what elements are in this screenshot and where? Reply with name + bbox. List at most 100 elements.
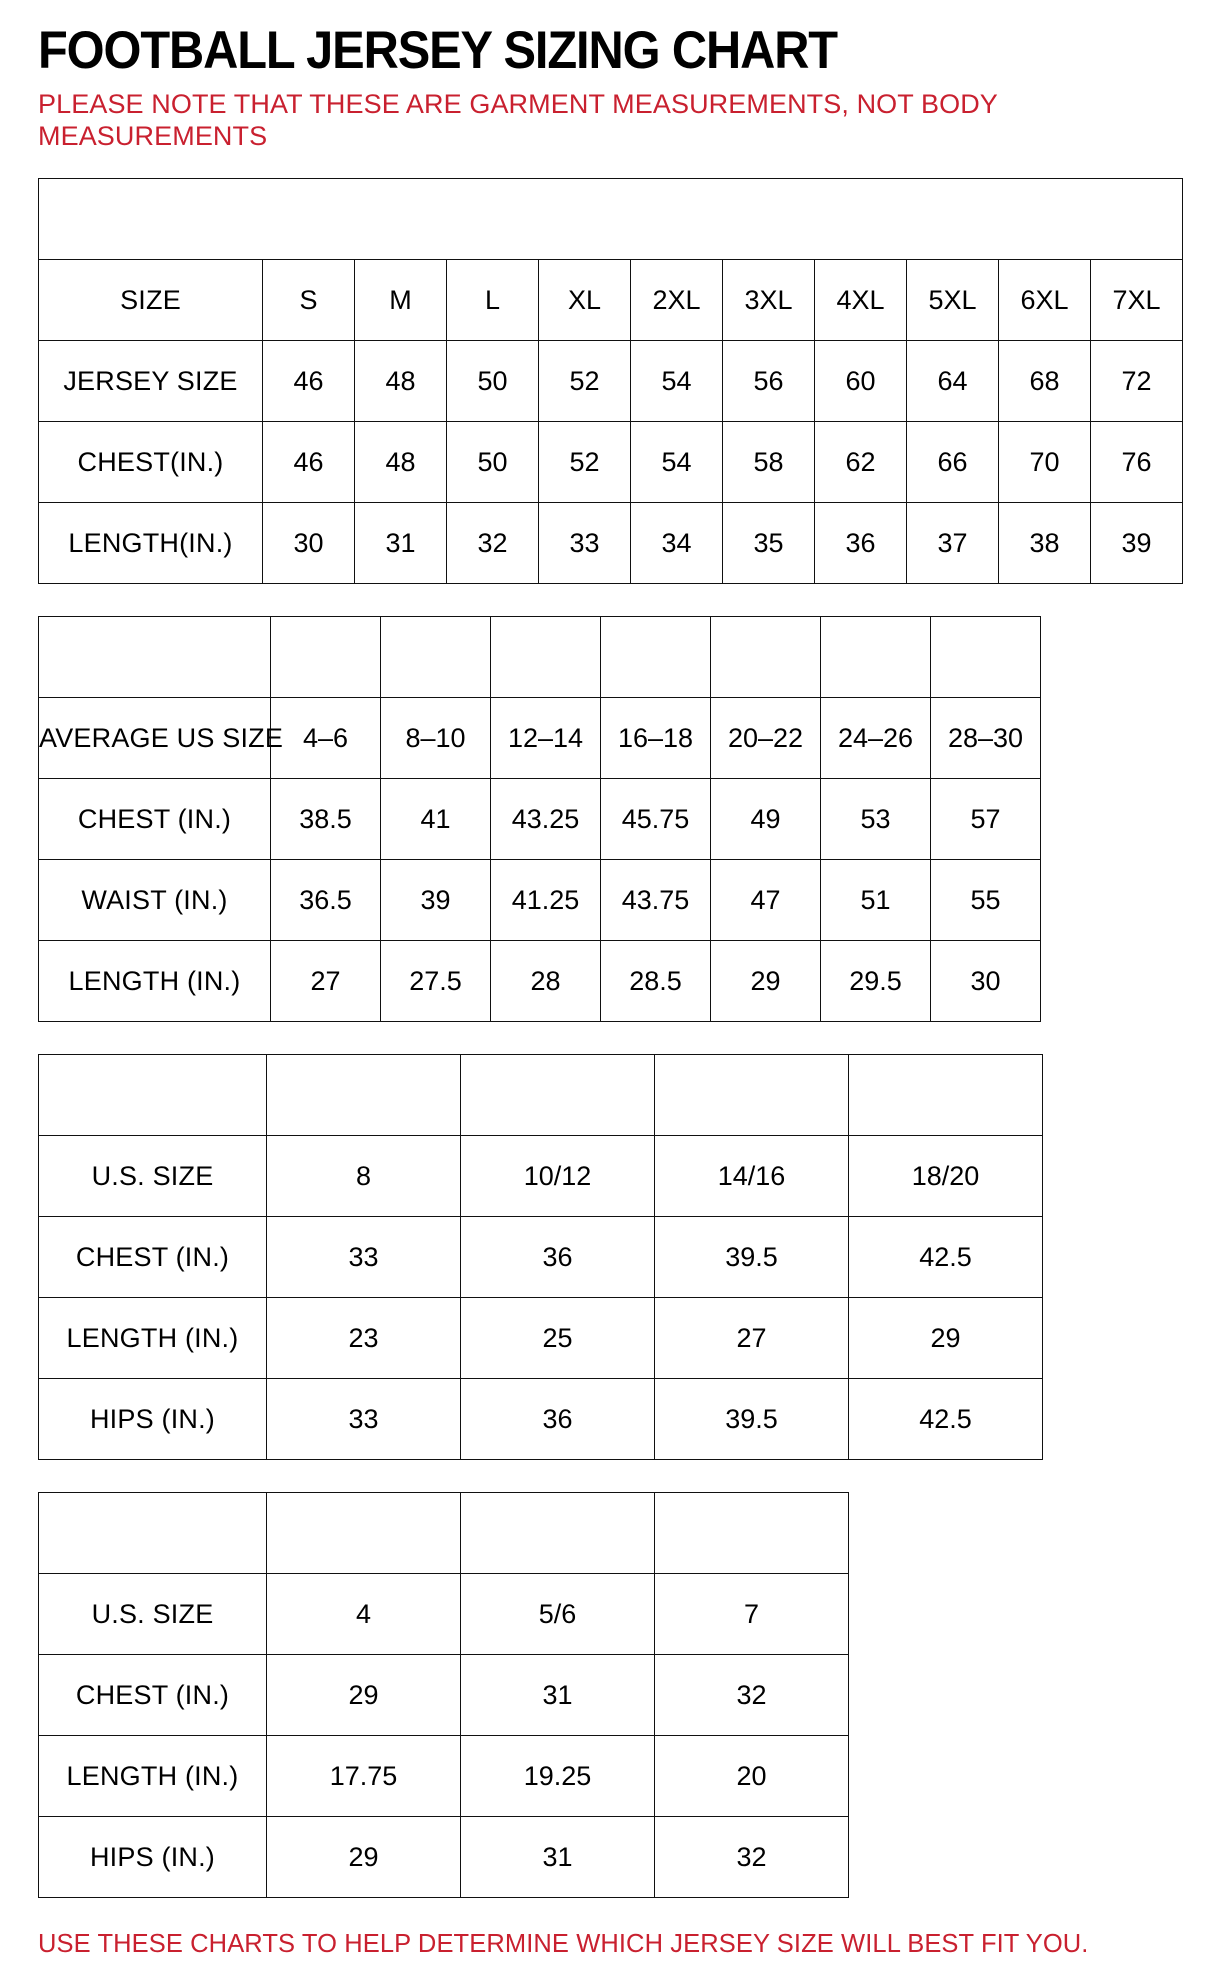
- cell: 12–14: [490, 697, 601, 779]
- row-label: U.S. SIZE: [38, 1135, 267, 1217]
- womens-col-header: XL: [600, 616, 711, 698]
- cell: 20: [654, 1735, 849, 1817]
- cell: 51: [820, 859, 931, 941]
- cell: 49: [710, 778, 821, 860]
- womens-col-header: M: [380, 616, 491, 698]
- cell: 27: [270, 940, 381, 1022]
- cell: 46: [262, 421, 355, 503]
- page-title: FOOTBALL JERSEY SIZING CHART: [38, 21, 838, 80]
- cell: 38: [998, 502, 1091, 584]
- cell: 4: [266, 1573, 461, 1655]
- cell: 39: [380, 859, 491, 941]
- row-label: JERSEY SIZE: [38, 340, 263, 422]
- cell: 42.5: [848, 1216, 1043, 1298]
- cell: 30: [930, 940, 1041, 1022]
- cell: 50: [446, 340, 539, 422]
- row-label: U.S. SIZE: [38, 1573, 267, 1655]
- cell: 19.25: [460, 1735, 655, 1817]
- boys-sizing-table: BOYS YTH S YTH M YTH L YTH XL U.S. SIZE …: [38, 1054, 1043, 1460]
- table-row: HIPS (IN.) 33 36 39.5 42.5: [38, 1378, 1043, 1460]
- row-label: LENGTH(IN.): [38, 502, 263, 584]
- cell: 39.5: [654, 1378, 849, 1460]
- cell: 35: [722, 502, 815, 584]
- cell: 43.25: [490, 778, 601, 860]
- womens-col-header: 2XL: [710, 616, 821, 698]
- womens-col-header: L: [490, 616, 601, 698]
- mens-col-header: L: [446, 259, 539, 341]
- cell: 28.5: [600, 940, 711, 1022]
- row-label: WAIST (IN.): [38, 859, 271, 941]
- cell: 47: [710, 859, 821, 941]
- cell: 32: [446, 502, 539, 584]
- row-label: AVERAGE US SIZE: [38, 697, 283, 779]
- womens-sizing-table: WOMEN’S S M L XL 2XL 3XL 4XL AVERAGE US …: [38, 616, 1041, 1022]
- cell: 5/6: [460, 1573, 655, 1655]
- cell: 55: [930, 859, 1041, 941]
- mens-col-header: 4XL: [814, 259, 907, 341]
- table-row: JERSEY SIZE 46 48 50 52 54 56 60 64 68 7…: [38, 340, 1184, 422]
- cell: 38.5: [270, 778, 381, 860]
- mens-col-header: 6XL: [998, 259, 1091, 341]
- cell: 18/20: [848, 1135, 1043, 1217]
- table-row: HIPS (IN.) 29 31 32: [38, 1816, 849, 1898]
- cell: 43.75: [600, 859, 711, 941]
- mens-col-header: M: [354, 259, 447, 341]
- cell: 4–6: [270, 697, 381, 779]
- cell: 10/12: [460, 1135, 655, 1217]
- mens-banner-row: MEN’S AUTHENTIC JERSEYS: [37, 178, 1184, 260]
- cell: 32: [654, 1816, 849, 1898]
- cell: 23: [266, 1297, 461, 1379]
- table-row: CHEST (IN.) 29 31 32: [38, 1654, 849, 1736]
- preschool-table-body: PRESCHOOL S M L U.S. SIZE 4 5/6 7 CHEST …: [38, 1492, 849, 1898]
- boys-table-body: BOYS YTH S YTH M YTH L YTH XL U.S. SIZE …: [38, 1054, 1043, 1460]
- cell: 53: [820, 778, 931, 860]
- preschool-col-header: M: [460, 1492, 655, 1574]
- row-label: HIPS (IN.): [38, 1378, 267, 1460]
- cell: 46: [262, 340, 355, 422]
- cell: 70: [998, 421, 1091, 503]
- cell: 41.25: [490, 859, 601, 941]
- mens-col-header: S: [262, 259, 355, 341]
- cell: 48: [354, 340, 447, 422]
- mens-col-header: XL: [538, 259, 631, 341]
- cell: 33: [266, 1216, 461, 1298]
- row-label: CHEST (IN.): [38, 1654, 267, 1736]
- cell: 68: [998, 340, 1091, 422]
- cell: 66: [906, 421, 999, 503]
- womens-col-header: S: [270, 616, 381, 698]
- cell: 42.5: [848, 1378, 1043, 1460]
- preschool-header-row: PRESCHOOL S M L: [38, 1492, 849, 1574]
- preschool-col-header: S: [266, 1492, 461, 1574]
- cell: 52: [538, 421, 631, 503]
- row-label: HIPS (IN.): [38, 1816, 267, 1898]
- table-row: LENGTH (IN.) 23 25 27 29: [38, 1297, 1043, 1379]
- cell: 45.75: [600, 778, 711, 860]
- cell: 20–22: [710, 697, 821, 779]
- cell: 30: [262, 502, 355, 584]
- cell: 27.5: [380, 940, 491, 1022]
- cell: 29: [266, 1816, 461, 1898]
- cell: 17.75: [266, 1735, 461, 1817]
- cell: 54: [630, 340, 723, 422]
- table-row: LENGTH(IN.) 30 31 32 33 34 35 36 37 38 3…: [38, 502, 1184, 584]
- cell: 25: [460, 1297, 655, 1379]
- table-row: LENGTH (IN.) 17.75 19.25 20: [38, 1735, 849, 1817]
- cell: 28: [490, 940, 601, 1022]
- row-label: CHEST (IN.): [38, 778, 271, 860]
- cell: 39.5: [654, 1216, 849, 1298]
- cell: 28–30: [930, 697, 1041, 779]
- mens-col-header: 3XL: [722, 259, 815, 341]
- cell: 76: [1089, 421, 1184, 503]
- table-row: CHEST (IN.) 38.5 41 43.25 45.75 49 53 57: [38, 778, 1041, 860]
- garment-measurement-note: PLEASE NOTE THAT THESE ARE GARMENT MEASU…: [38, 89, 998, 151]
- table-row: CHEST (IN.) 33 36 39.5 42.5: [38, 1216, 1043, 1298]
- table-row: CHEST(IN.) 46 48 50 52 54 58 62 66 70 76: [38, 421, 1184, 503]
- table-row: U.S. SIZE 8 10/12 14/16 18/20: [38, 1135, 1043, 1217]
- cell: 37: [906, 502, 999, 584]
- boys-header-row: BOYS YTH S YTH M YTH L YTH XL: [38, 1054, 1043, 1136]
- mens-col-header: 2XL: [630, 259, 723, 341]
- table-row: AVERAGE US SIZE 4–6 8–10 12–14 16–18 20–…: [38, 697, 1041, 779]
- cell: 33: [266, 1378, 461, 1460]
- boys-col-header: YTH S: [266, 1054, 461, 1136]
- cell: 60: [814, 340, 907, 422]
